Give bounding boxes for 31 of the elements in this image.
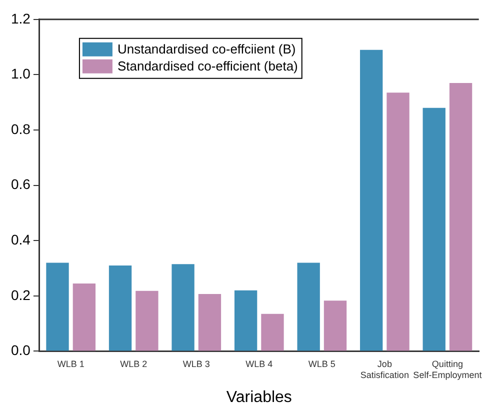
- bar: [172, 264, 194, 351]
- x-tick-label: WLB 3: [182, 359, 210, 370]
- x-tick-label: WLB 1: [57, 359, 84, 370]
- x-tick-label: WLB 2: [120, 359, 148, 370]
- bar: [360, 50, 383, 351]
- legend-label: Unstandardised co-effciient (B): [117, 41, 296, 56]
- bar: [46, 262, 69, 351]
- bar: [422, 108, 446, 351]
- x-tick-label: Job Satisfication: [360, 359, 409, 380]
- bar: [72, 283, 96, 351]
- y-tick-label: 1.0: [10, 66, 31, 82]
- x-axis-title: Variables: [226, 388, 292, 406]
- bar: [261, 314, 284, 351]
- bar: [297, 262, 320, 351]
- bar: [386, 92, 410, 351]
- bar: [108, 265, 132, 351]
- y-tick-label: 0.8: [10, 120, 31, 137]
- bar: [324, 300, 347, 351]
- x-tick-label: Quitting Self-Employment: [413, 359, 482, 380]
- x-tick-label: WLB 4: [246, 359, 273, 370]
- legend-label: Standardised co-efficient (beta): [117, 58, 298, 74]
- y-tick-label: 0.2: [10, 286, 31, 303]
- x-tick-label: WLB 5: [308, 359, 336, 370]
- bar: [136, 290, 158, 351]
- y-tick-label: 1.2: [10, 10, 31, 26]
- bar: [449, 82, 472, 351]
- y-tick-label: 0.0: [10, 342, 31, 358]
- bar: [234, 290, 258, 351]
- y-tick-label: 0.6: [10, 176, 31, 192]
- bar: [198, 294, 222, 351]
- y-tick-label: 0.4: [10, 231, 31, 248]
